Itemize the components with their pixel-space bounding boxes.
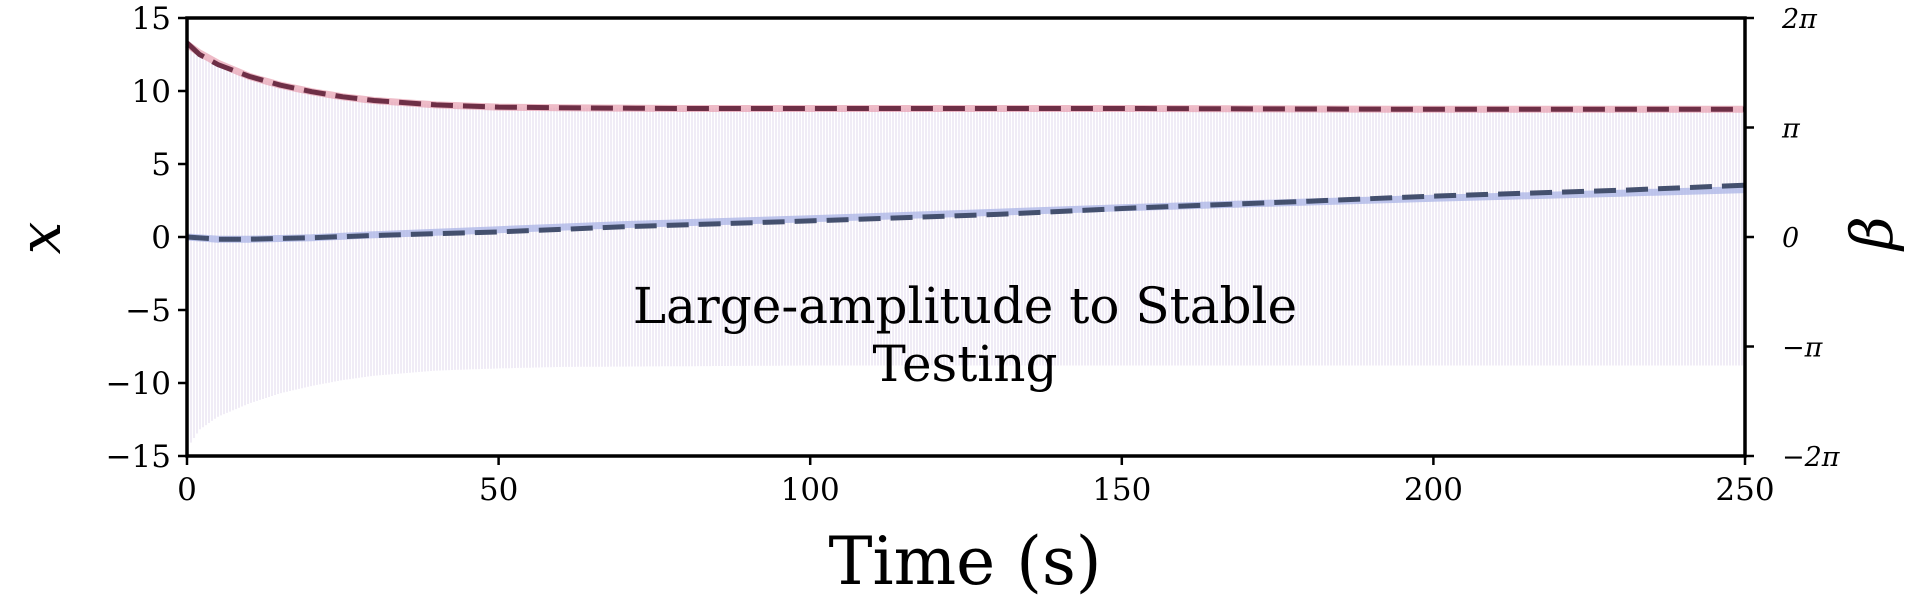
x-tick-label: 0 (177, 472, 197, 508)
series-line-0 (185, 41, 1745, 113)
y-right-tick-label: 0 (1782, 223, 1799, 254)
y-right-tick-label: π (1781, 114, 1801, 145)
series-line-1 (185, 40, 1745, 112)
series-lines (185, 40, 1746, 243)
x-axis-title: Time (s) (828, 523, 1101, 600)
y-right-tick-label: −2π (1782, 442, 1841, 473)
annotation-line-1: Large-amplitude to Stable (633, 277, 1297, 335)
x-axis: 0 50 100 150 200 250 (177, 456, 1775, 508)
y-tick-label: 5 (151, 147, 171, 183)
series-line-3 (186, 182, 1746, 242)
y-tick-label: −15 (106, 439, 171, 475)
y-axis-left: −15 −10 −5 0 5 10 15 (106, 1, 187, 475)
y-tick-label: −5 (125, 293, 171, 329)
y-axis-right-title: β (1838, 216, 1906, 252)
y-tick-label: 10 (132, 74, 171, 110)
y-right-tick-label: −π (1782, 333, 1824, 364)
y-right-tick-label: 2π (1781, 4, 1818, 35)
y-tick-label: 0 (151, 220, 171, 256)
x-tick-label: 50 (479, 472, 518, 508)
x-tick-label: 100 (781, 472, 840, 508)
x-tick-label: 150 (1092, 472, 1151, 508)
x-tick-label: 250 (1715, 472, 1774, 508)
annotation-line-2: Testing (872, 335, 1057, 393)
x-tick-label: 200 (1404, 472, 1463, 508)
y-axis-title: x (6, 222, 74, 255)
y-tick-label: −10 (106, 366, 171, 402)
y-tick-label: 15 (132, 1, 171, 37)
y-axis-right: −2π −π 0 π 2π (1745, 4, 1841, 473)
